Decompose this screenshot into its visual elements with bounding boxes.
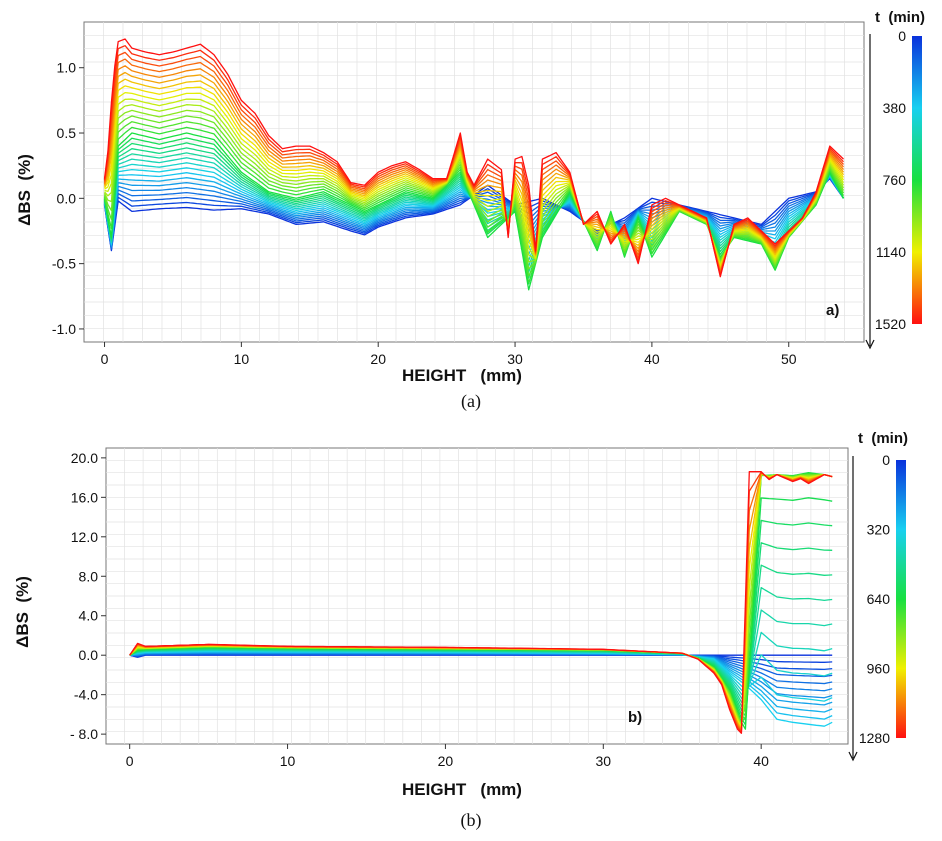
- x-tick-label: 20: [370, 351, 386, 367]
- colorbar-title-a: t (min): [875, 9, 925, 26]
- y-tick-label: - 8.0: [70, 726, 98, 742]
- x-tick-label: 30: [507, 351, 523, 367]
- x-tick-label: 10: [234, 351, 250, 367]
- series-group-a: [103, 38, 845, 291]
- colorbar-tick-label: 320: [867, 522, 891, 538]
- x-tick-label: 20: [438, 753, 454, 769]
- chart-panel-a: 0 10 20 30 40 50 1.0 0.5 0.0 -0.5 -1.0 HEIGHT (mm…: [15, 9, 925, 412]
- colorbar-tick-label: 640: [867, 591, 891, 607]
- panel-tag-a: a): [826, 302, 839, 319]
- x-tick-label: 50: [781, 351, 797, 367]
- y-ticks-b: 20.0 16.0 12.0 8.0 4.0 0.0 -4.0 - 8.0: [70, 450, 106, 742]
- grid-a: [84, 22, 864, 342]
- colorbar-title-b: t (min): [858, 430, 908, 447]
- panel-tag-b: b): [628, 709, 642, 726]
- caption-b: (b): [461, 810, 482, 831]
- x-tick-label: 40: [753, 753, 769, 769]
- y-tick-label: 12.0: [71, 529, 98, 545]
- series-line: [103, 38, 844, 278]
- y-axis-label-b: ΔBS (%): [13, 576, 32, 648]
- y-tick-label: 8.0: [79, 568, 99, 584]
- y-axis-label-a: ΔBS (%): [15, 154, 34, 226]
- x-ticks-b: 0 10 20 30 40: [126, 744, 769, 769]
- colorbar-tick-label: 0: [882, 452, 890, 468]
- colorbar-ticks-b: 0 320 640 960 1280: [859, 452, 890, 746]
- y-tick-label: 1.0: [57, 60, 77, 76]
- y-tick-label: -4.0: [74, 687, 98, 703]
- colorbar-tick-label: 1520: [875, 316, 906, 332]
- y-tick-label: -0.5: [52, 256, 76, 272]
- y-tick-label: 0.5: [57, 125, 77, 141]
- series-group-b: [129, 471, 833, 734]
- time-arrow-b: [848, 751, 858, 762]
- time-arrow-a: [865, 339, 875, 350]
- y-tick-label: 20.0: [71, 450, 98, 466]
- colorbar-ticks-a: 0 380 760 1140 1520: [875, 28, 906, 332]
- caption-a: (a): [461, 391, 481, 412]
- x-tick-label: 10: [280, 753, 296, 769]
- colorbar-tick-label: 1140: [876, 244, 906, 260]
- x-axis-label-b: HEIGHT (mm): [402, 780, 522, 799]
- series-line: [129, 471, 833, 734]
- x-tick-label: 30: [596, 753, 612, 769]
- colorbar-a: [912, 36, 922, 324]
- x-tick-label: 40: [644, 351, 660, 367]
- colorbar-tick-label: 380: [883, 100, 907, 116]
- y-tick-label: 16.0: [71, 489, 98, 505]
- y-tick-label: 0.0: [79, 647, 99, 663]
- colorbar-tick-label: 0: [898, 28, 906, 44]
- x-ticks-a: 0 10 20 30 40 50: [101, 342, 797, 367]
- y-tick-label: 0.0: [57, 190, 77, 206]
- x-tick-label: 0: [126, 753, 134, 769]
- x-tick-label: 0: [101, 351, 109, 367]
- colorbar-tick-label: 760: [883, 172, 907, 188]
- colorbar-b: [896, 460, 906, 738]
- y-tick-label: -1.0: [52, 321, 76, 337]
- colorbar-tick-label: 1280: [859, 730, 890, 746]
- chart-panel-b: 0 10 20 30 40 20.0 16.0 12.0 8.0 4.0 0.0 -4.0 - 8.0…: [13, 430, 908, 831]
- y-ticks-a: 1.0 0.5 0.0 -0.5 -1.0: [52, 60, 84, 337]
- x-axis-label-a: HEIGHT (mm): [402, 366, 522, 385]
- y-tick-label: 4.0: [79, 608, 99, 624]
- colorbar-tick-label: 960: [867, 661, 891, 677]
